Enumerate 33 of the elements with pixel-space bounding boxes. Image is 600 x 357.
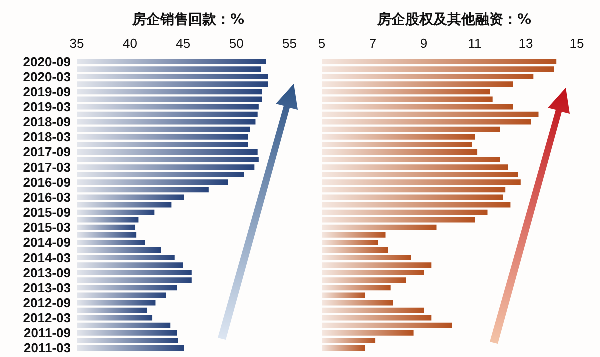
x-tick-label: 13	[518, 36, 534, 51]
x-tick-label: 50	[229, 36, 244, 51]
x-tick-label: 55	[282, 36, 298, 51]
y-tick-label: 2013-09	[23, 265, 71, 280]
x-tick-label: 35	[70, 36, 84, 51]
y-tick-label: 2013-03	[23, 280, 71, 296]
y-tick-label: 2015-09	[23, 205, 71, 220]
y-tick-label: 2020-03	[23, 69, 71, 84]
x-tick-label: 45	[176, 36, 191, 51]
y-tick-label: 2016-03	[23, 190, 71, 205]
x-tick-label: 9	[420, 36, 428, 51]
y-tick-label: 2011-03	[24, 340, 71, 356]
y-tick-label: 2014-09	[23, 235, 71, 250]
x-tick-label: 40	[122, 36, 138, 51]
chart-title: 房企股权及其他融资：%	[376, 11, 532, 28]
x-tick-label: 15	[570, 36, 584, 51]
y-tick-label: 2014-03	[23, 250, 71, 266]
x-tick-label: 7	[369, 36, 377, 51]
x-tick-label: 5	[318, 36, 326, 51]
y-tick-label: 2019-03	[23, 100, 71, 114]
y-tick-label: 2019-09	[23, 84, 71, 100]
x-tick-label: 11	[468, 36, 482, 51]
y-tick-label: 2020-09	[23, 54, 71, 70]
y-tick-label: 2012-03	[23, 310, 71, 326]
y-tick-label: 2012-09	[23, 296, 71, 310]
chart-title: 房企销售回款：%	[131, 11, 245, 28]
y-tick-label: 2017-03	[23, 160, 71, 175]
y-tick-label: 2018-09	[23, 114, 71, 130]
y-tick-label: 2016-09	[23, 174, 71, 190]
y-tick-label: 2011-09	[24, 326, 71, 341]
y-tick-label: 2017-09	[23, 144, 71, 160]
y-tick-label: 2015-03	[23, 220, 71, 236]
y-tick-label: 2018-03	[23, 130, 71, 145]
